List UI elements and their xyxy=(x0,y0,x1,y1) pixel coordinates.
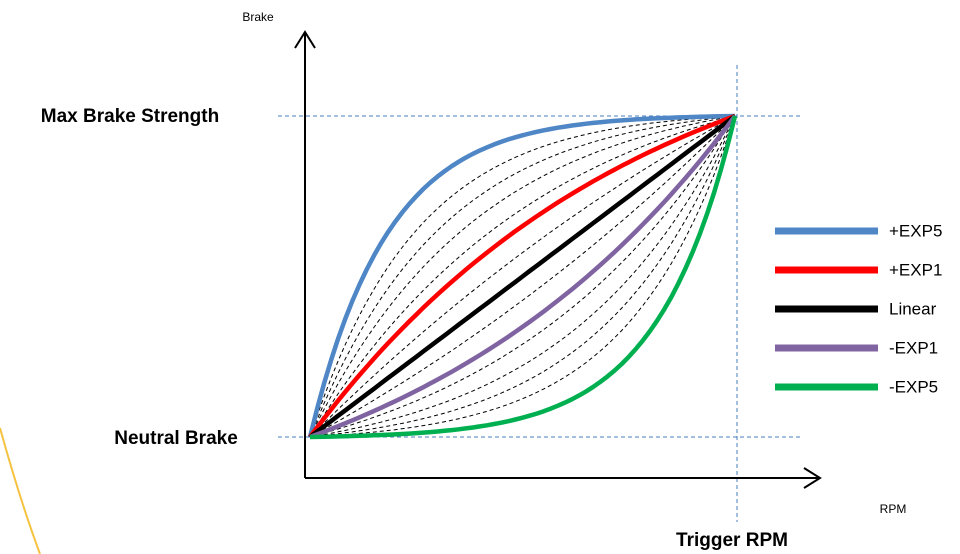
dashed-curve xyxy=(309,115,736,438)
legend-label: +EXP5 xyxy=(889,221,942,240)
legend-label: Linear xyxy=(889,299,937,318)
dashed-curve xyxy=(309,115,736,438)
legend-label: -EXP5 xyxy=(889,377,938,396)
y-axis-label: Brake xyxy=(242,10,274,24)
dashed-curve xyxy=(309,115,736,438)
y-arrow xyxy=(294,30,316,49)
axes xyxy=(294,30,822,489)
curve xyxy=(309,115,738,440)
curve xyxy=(309,114,737,440)
dashed-curve xyxy=(309,115,736,438)
curve xyxy=(308,114,737,439)
legend: +EXP5 +EXP1 Linear -EXP1 -EXP5 xyxy=(775,221,942,396)
legend-label: -EXP1 xyxy=(889,338,938,357)
curves xyxy=(307,113,738,440)
dashed-curve xyxy=(309,115,736,438)
trigger-label: Trigger RPM xyxy=(676,530,788,551)
x-axis-label: RPM xyxy=(880,502,907,516)
legend-label: +EXP1 xyxy=(889,260,942,279)
decor-arc xyxy=(0,427,41,554)
dashed-curve xyxy=(309,115,736,438)
dashed-curve xyxy=(309,115,736,438)
dashed-curve xyxy=(309,115,736,438)
x-arrow xyxy=(803,467,822,489)
neutral-label: Neutral Brake xyxy=(114,428,238,449)
dashed-curve xyxy=(309,115,736,438)
curve xyxy=(307,113,736,438)
max-label: Max Brake Strength xyxy=(41,106,219,127)
dashed-curve xyxy=(309,115,736,438)
curve xyxy=(308,113,736,439)
